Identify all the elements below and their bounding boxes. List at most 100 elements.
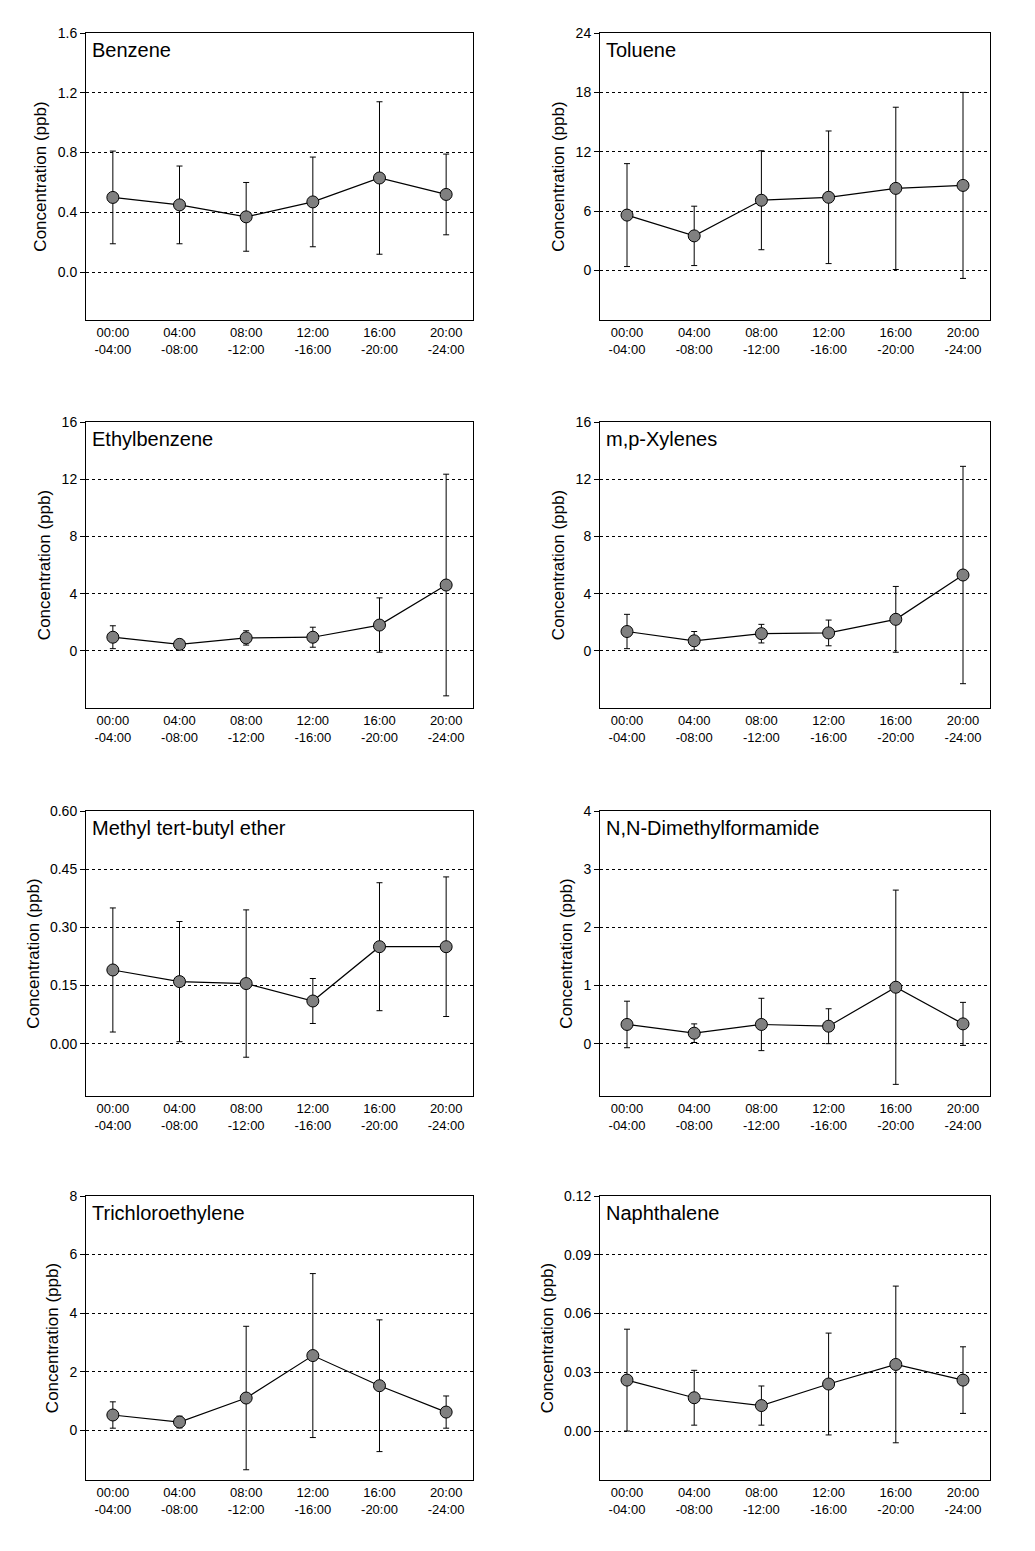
svg-text:4: 4	[69, 1305, 77, 1321]
svg-text:04:00-08:00: 04:00-08:00	[676, 713, 713, 745]
svg-text:0.15: 0.15	[50, 977, 77, 993]
svg-text:m,p-Xylenes: m,p-Xylenes	[606, 428, 717, 450]
svg-text:0.00: 0.00	[564, 1423, 591, 1439]
svg-text:0.45: 0.45	[50, 861, 77, 877]
svg-text:16:00-20:00: 16:00-20:00	[361, 713, 398, 745]
svg-text:0.60: 0.60	[50, 803, 77, 819]
svg-text:08:00-12:00: 08:00-12:00	[228, 713, 265, 745]
svg-text:8: 8	[69, 1188, 77, 1204]
svg-text:6: 6	[583, 203, 591, 219]
svg-text:16:00-20:00: 16:00-20:00	[877, 1485, 914, 1517]
svg-text:12: 12	[62, 471, 78, 487]
svg-text:12:00-16:00: 12:00-16:00	[810, 1101, 847, 1133]
svg-text:Toluene: Toluene	[606, 39, 676, 61]
svg-text:0.8: 0.8	[58, 144, 78, 160]
svg-text:20:00-24:00: 20:00-24:00	[945, 1101, 982, 1133]
svg-text:00:00-04:00: 00:00-04:00	[609, 1485, 646, 1517]
svg-text:04:00-08:00: 04:00-08:00	[161, 325, 198, 357]
svg-text:00:00-04:00: 00:00-04:00	[609, 1101, 646, 1133]
svg-text:16: 16	[576, 414, 592, 430]
svg-text:08:00-12:00: 08:00-12:00	[743, 713, 780, 745]
svg-text:8: 8	[69, 528, 77, 544]
svg-text:1.6: 1.6	[58, 25, 78, 41]
svg-text:16:00-20:00: 16:00-20:00	[877, 713, 914, 745]
svg-text:04:00-08:00: 04:00-08:00	[676, 1485, 713, 1517]
svg-text:0: 0	[583, 1036, 591, 1052]
svg-text:0.00: 0.00	[50, 1036, 77, 1052]
svg-text:0: 0	[583, 262, 591, 278]
svg-text:0.09: 0.09	[564, 1247, 591, 1263]
svg-text:Concentration (ppb): Concentration (ppb)	[35, 490, 54, 640]
svg-text:00:00-04:00: 00:00-04:00	[609, 713, 646, 745]
svg-text:12:00-16:00: 12:00-16:00	[294, 325, 331, 357]
svg-text:Trichloroethylene: Trichloroethylene	[92, 1202, 245, 1224]
svg-text:12:00-16:00: 12:00-16:00	[294, 1101, 331, 1133]
svg-text:Naphthalene: Naphthalene	[606, 1202, 719, 1224]
svg-text:04:00-08:00: 04:00-08:00	[676, 325, 713, 357]
svg-text:Concentration (ppb): Concentration (ppb)	[43, 1263, 62, 1413]
svg-text:0: 0	[69, 643, 77, 659]
svg-text:1: 1	[583, 977, 591, 993]
svg-text:1.2: 1.2	[58, 85, 78, 101]
svg-text:08:00-12:00: 08:00-12:00	[228, 1485, 265, 1517]
svg-text:12:00-16:00: 12:00-16:00	[294, 1485, 331, 1517]
svg-text:12: 12	[576, 471, 592, 487]
svg-text:00:00-04:00: 00:00-04:00	[94, 1101, 131, 1133]
svg-text:08:00-12:00: 08:00-12:00	[743, 325, 780, 357]
svg-text:20:00-24:00: 20:00-24:00	[428, 713, 465, 745]
svg-text:Ethylbenzene: Ethylbenzene	[92, 428, 213, 450]
svg-text:00:00-04:00: 00:00-04:00	[609, 325, 646, 357]
svg-text:6: 6	[69, 1246, 77, 1262]
svg-text:0.30: 0.30	[50, 919, 77, 935]
svg-text:Concentration (ppb): Concentration (ppb)	[538, 1263, 557, 1413]
svg-text:Concentration (ppb): Concentration (ppb)	[24, 878, 43, 1028]
svg-text:0.0: 0.0	[58, 264, 78, 280]
svg-text:N,N-Dimethylformamide: N,N-Dimethylformamide	[606, 817, 819, 839]
svg-text:Methyl tert-butyl ether: Methyl tert-butyl ether	[92, 817, 286, 839]
svg-text:08:00-12:00: 08:00-12:00	[743, 1485, 780, 1517]
svg-text:0.12: 0.12	[564, 1188, 591, 1204]
svg-text:00:00-04:00: 00:00-04:00	[94, 325, 131, 357]
svg-text:16:00-20:00: 16:00-20:00	[877, 325, 914, 357]
svg-text:0.03: 0.03	[564, 1364, 591, 1380]
svg-text:2: 2	[583, 919, 591, 935]
svg-text:20:00-24:00: 20:00-24:00	[945, 713, 982, 745]
svg-text:8: 8	[583, 528, 591, 544]
svg-text:04:00-08:00: 04:00-08:00	[161, 1101, 198, 1133]
svg-text:08:00-12:00: 08:00-12:00	[228, 1101, 265, 1133]
svg-text:16:00-20:00: 16:00-20:00	[361, 325, 398, 357]
svg-text:20:00-24:00: 20:00-24:00	[428, 1101, 465, 1133]
svg-text:04:00-08:00: 04:00-08:00	[676, 1101, 713, 1133]
svg-text:08:00-12:00: 08:00-12:00	[743, 1101, 780, 1133]
svg-text:16:00-20:00: 16:00-20:00	[877, 1101, 914, 1133]
svg-text:12:00-16:00: 12:00-16:00	[294, 713, 331, 745]
svg-text:3: 3	[583, 861, 591, 877]
svg-text:12:00-16:00: 12:00-16:00	[810, 1485, 847, 1517]
svg-text:4: 4	[583, 803, 591, 819]
svg-text:Concentration (ppb): Concentration (ppb)	[557, 878, 576, 1028]
svg-text:00:00-04:00: 00:00-04:00	[94, 713, 131, 745]
svg-text:20:00-24:00: 20:00-24:00	[428, 325, 465, 357]
svg-text:18: 18	[576, 84, 592, 100]
svg-text:Benzene: Benzene	[92, 39, 171, 61]
svg-text:12: 12	[576, 144, 592, 160]
svg-text:16:00-20:00: 16:00-20:00	[361, 1101, 398, 1133]
svg-text:16: 16	[62, 414, 78, 430]
svg-text:12:00-16:00: 12:00-16:00	[810, 325, 847, 357]
svg-text:0.06: 0.06	[564, 1305, 591, 1321]
svg-text:04:00-08:00: 04:00-08:00	[161, 1485, 198, 1517]
svg-text:20:00-24:00: 20:00-24:00	[945, 325, 982, 357]
svg-text:4: 4	[69, 586, 77, 602]
svg-text:Concentration (ppb): Concentration (ppb)	[549, 490, 568, 640]
svg-text:0: 0	[69, 1422, 77, 1438]
svg-text:Concentration (ppb): Concentration (ppb)	[549, 101, 568, 251]
svg-text:00:00-04:00: 00:00-04:00	[94, 1485, 131, 1517]
svg-text:08:00-12:00: 08:00-12:00	[228, 325, 265, 357]
svg-text:20:00-24:00: 20:00-24:00	[428, 1485, 465, 1517]
svg-text:16:00-20:00: 16:00-20:00	[361, 1485, 398, 1517]
svg-text:4: 4	[583, 586, 591, 602]
svg-text:20:00-24:00: 20:00-24:00	[945, 1485, 982, 1517]
svg-text:04:00-08:00: 04:00-08:00	[161, 713, 198, 745]
svg-text:24: 24	[576, 25, 592, 41]
svg-text:0: 0	[583, 643, 591, 659]
